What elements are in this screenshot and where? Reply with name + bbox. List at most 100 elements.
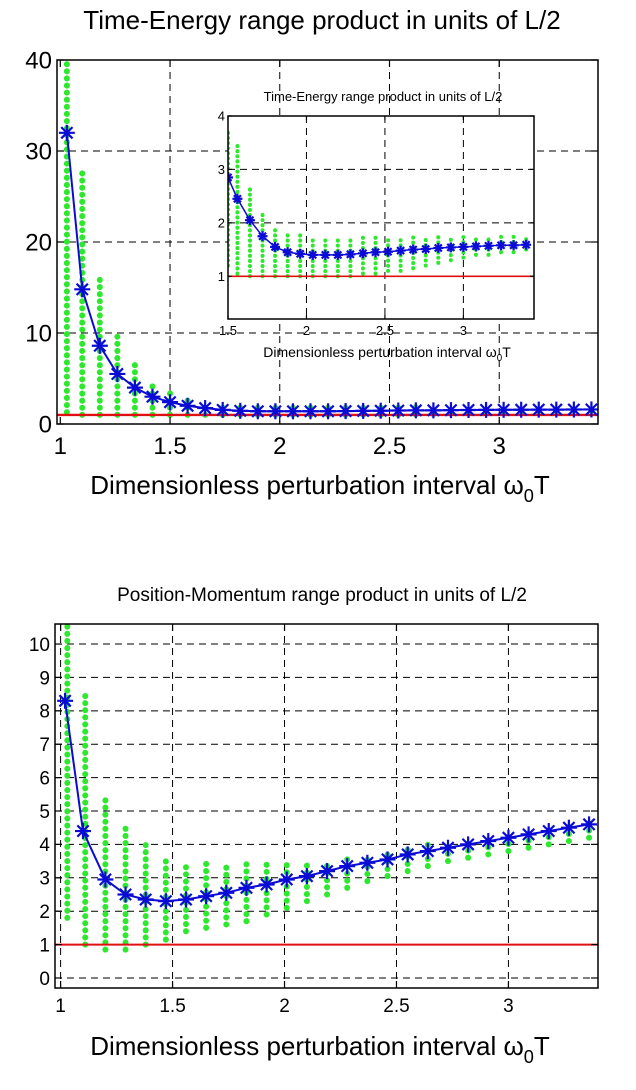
series-point [337,403,354,420]
x-tick-label: 2.5 [373,433,406,460]
series-point [530,401,547,418]
series-point [278,871,295,888]
series-point [270,241,281,252]
series-point [460,836,477,853]
series-point [258,876,275,893]
x-tick-label: 3 [503,996,514,1017]
y-tick-label: 10 [25,321,52,348]
chart-title: Time-Energy range product in units of L/… [83,5,560,35]
series-point [91,337,108,354]
series-point [470,241,481,252]
series-point [372,402,389,419]
series-point [458,241,469,252]
series-point [399,846,416,863]
series-point [480,833,497,850]
y-tick-label: 3 [218,162,225,177]
series-point [513,401,530,418]
series-point [214,401,231,418]
series-point [540,823,557,840]
series-point [460,401,477,418]
plot-content [55,624,598,953]
series-point [355,402,372,419]
x-axis-label: Dimensionless perturbation interval ω0T [90,1031,550,1067]
x-tick-label: 2.5 [376,323,394,338]
x-tick-label: 2 [279,996,290,1017]
series-point [408,244,419,255]
x-tick-label: 3 [460,323,467,338]
series-point [521,239,532,250]
series-point [339,858,356,875]
y-tick-label: 20 [25,230,52,257]
plot-content [57,60,598,420]
series-point [218,884,235,901]
series-point [197,400,214,417]
x-tick-label: 1 [54,433,67,460]
series-point [97,871,114,888]
y-tick-label: 1 [218,269,225,284]
x-tick-label: 1.5 [153,433,186,460]
series-point [298,868,315,885]
y-tick-label: 2 [218,216,225,231]
y-tick-label: 7 [39,735,50,756]
series-point [500,829,517,846]
x-axis-label: Dimensionless perturbation interval ω0T [90,470,550,506]
x-tick-label: 1 [55,996,66,1017]
series-point [433,242,444,253]
y-tick-label: 0 [39,969,50,990]
series-point [583,401,598,418]
series-point [302,403,319,420]
y-tick-label: 8 [39,702,50,723]
series-point [74,281,91,298]
series-point [345,249,356,260]
series-point [420,244,431,255]
series-point [137,891,154,908]
plot-content [228,130,534,279]
series-point [442,402,459,419]
series-point [581,816,598,833]
series-point [144,388,161,405]
y-tick-label: 4 [218,109,225,124]
x-tick-label: 1.5 [219,323,237,338]
series-point [126,379,143,396]
x-axis-label: Dimensionless perturbation interval ω0T [263,344,511,364]
chart-title: Time-Energy range product in units of L/… [264,89,503,104]
series-point [319,863,336,880]
y-tick-label: 5 [39,802,50,823]
y-tick-label: 3 [39,869,50,890]
series-point [495,401,512,418]
series-point [359,854,376,871]
y-tick-label: 40 [25,48,52,75]
series-point [267,403,284,420]
series-point [548,401,565,418]
x-tick-label: 1.5 [159,996,185,1017]
plot-frame [54,623,599,989]
series-point [257,231,268,242]
x-tick-label: 2.5 [383,996,409,1017]
series-point [179,397,196,414]
series-point [508,240,519,251]
series-point [157,893,174,910]
series-point [419,843,436,860]
series-point [238,879,255,896]
x-tick-label: 3 [493,433,506,460]
series-point [320,403,337,420]
series-point [520,826,537,843]
y-tick-label: 10 [29,635,50,656]
y-tick-label: 9 [39,668,50,689]
series-point [320,249,331,260]
series-point [307,249,318,260]
series-point [284,403,301,420]
series-point [198,888,215,905]
y-tick-label: 6 [39,768,50,789]
series-point [370,247,381,258]
series-point [439,839,456,856]
plot-area [228,116,534,319]
series-point [58,124,75,141]
series-point [295,248,306,259]
series-point [395,245,406,256]
series-point [249,403,266,420]
series-point [177,891,194,908]
inset-chart: 1.5 2 2.5 3 1 2 3 4 Time-Energy range product in… [218,89,535,364]
